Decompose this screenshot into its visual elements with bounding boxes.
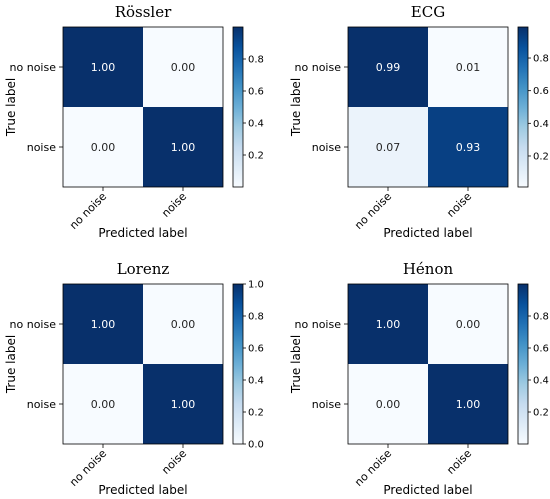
cell-value-label: 1.00: [456, 398, 481, 411]
cell-value-label: 0.00: [91, 398, 116, 411]
colorbar-tick-label: 0.2: [248, 151, 264, 162]
y-tick-label: no noise: [295, 318, 342, 331]
x-tick-label: noise: [444, 190, 474, 220]
heatmap-cell: [143, 27, 223, 107]
colorbar: [517, 26, 529, 188]
heatmap-cell: [428, 364, 508, 444]
colorbar-tick-label: 0.2: [533, 408, 549, 419]
heatmap-cell: [348, 27, 428, 107]
colorbar-tick-label: 1.0: [248, 280, 264, 291]
chart-title: Lorenz: [117, 260, 170, 278]
cell-value-label: 0.01: [456, 61, 481, 74]
plot-frame: [347, 283, 509, 445]
heatmap-cell: [63, 107, 143, 187]
cell-value-label: 1.00: [171, 141, 196, 154]
cell-value-label: 0.00: [171, 61, 196, 74]
cell-value-label: 1.00: [91, 318, 116, 331]
heatmap-cell: [63, 364, 143, 444]
y-tick-label: no noise: [295, 61, 342, 74]
chart-title: Rössler: [115, 3, 172, 21]
y-tick-label: no noise: [10, 61, 57, 74]
cell-value-label: 1.00: [376, 318, 401, 331]
plot-frame: [62, 26, 224, 188]
colorbar-tick-label: 0.2: [533, 151, 549, 162]
heatmap-cell: [348, 364, 428, 444]
colorbar-tick-label: 0.4: [533, 119, 549, 130]
x-axis-label: Predicted label: [98, 226, 187, 240]
colorbar-tick-label: 0.6: [533, 344, 549, 355]
heatmap-cell: [348, 284, 428, 364]
cell-value-label: 0.00: [91, 141, 116, 154]
colorbar: [232, 283, 244, 445]
y-tick-label: noise: [312, 398, 341, 411]
plot-frame: [347, 26, 509, 188]
colorbar-tick-label: 0.8: [248, 312, 264, 323]
heatmap-cell: [143, 107, 223, 187]
cell-value-label: 1.00: [171, 398, 196, 411]
x-axis-label: Predicted label: [383, 483, 472, 497]
heatmap-cell: [143, 284, 223, 364]
x-axis-label: Predicted label: [383, 226, 472, 240]
heatmap-cell: [63, 284, 143, 364]
colorbar-tick-label: 0.4: [248, 119, 264, 130]
cell-value-label: 0.93: [456, 141, 481, 154]
y-axis-label: True label: [289, 335, 303, 394]
colorbar-tick-label: 0.8: [533, 312, 549, 323]
colorbar-tick-label: 0.8: [248, 55, 264, 66]
y-tick-label: noise: [312, 141, 341, 154]
colorbar-tick-label: 0.4: [248, 376, 264, 387]
cell-value-label: 0.00: [376, 398, 401, 411]
plot-frame: [62, 283, 224, 445]
y-tick-label: noise: [27, 398, 56, 411]
x-tick-label: noise: [159, 190, 189, 220]
colorbar: [517, 283, 529, 445]
cell-value-label: 0.99: [376, 61, 401, 74]
y-tick-label: no noise: [10, 318, 57, 331]
heatmap-cell: [428, 107, 508, 187]
cell-value-label: 0.07: [376, 141, 401, 154]
colorbar-tick-label: 0.6: [533, 86, 549, 97]
cell-value-label: 0.00: [171, 318, 196, 331]
y-axis-label: True label: [4, 335, 18, 394]
heatmap-cell: [143, 364, 223, 444]
colorbar: [232, 26, 244, 188]
colorbar-tick-label: 0.0: [248, 440, 264, 451]
colorbar-tick-label: 0.2: [248, 408, 264, 419]
chart-title: Hénon: [403, 260, 454, 278]
cell-value-label: 0.00: [456, 318, 481, 331]
y-axis-label: True label: [4, 78, 18, 137]
x-tick-label: noise: [159, 447, 189, 477]
heatmap-cell: [428, 284, 508, 364]
colorbar-tick-label: 0.6: [248, 344, 264, 355]
x-axis-label: Predicted label: [98, 483, 187, 497]
cell-value-label: 1.00: [91, 61, 116, 74]
heatmap-cell: [428, 27, 508, 107]
heatmap-cell: [63, 27, 143, 107]
chart-title: ECG: [411, 3, 445, 21]
heatmap-cell: [348, 107, 428, 187]
colorbar-tick-label: 0.8: [533, 54, 549, 65]
y-tick-label: noise: [27, 141, 56, 154]
x-tick-label: noise: [444, 447, 474, 477]
y-axis-label: True label: [289, 78, 303, 137]
colorbar-tick-label: 0.4: [533, 376, 549, 387]
colorbar-tick-label: 0.6: [248, 87, 264, 98]
